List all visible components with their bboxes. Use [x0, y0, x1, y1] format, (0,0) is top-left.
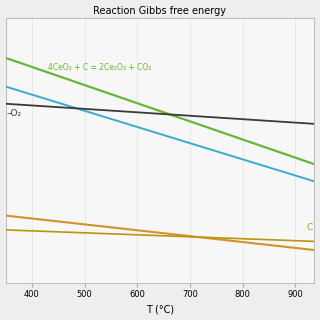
Text: 4CeO₂ + C = 2Ce₂O₃ + CO₂: 4CeO₂ + C = 2Ce₂O₃ + CO₂ [48, 63, 151, 72]
Title: Reaction Gibbs free energy: Reaction Gibbs free energy [93, 5, 226, 16]
X-axis label: T (°C): T (°C) [146, 304, 174, 315]
Text: C: C [307, 223, 313, 232]
Text: –O₂: –O₂ [7, 108, 22, 117]
